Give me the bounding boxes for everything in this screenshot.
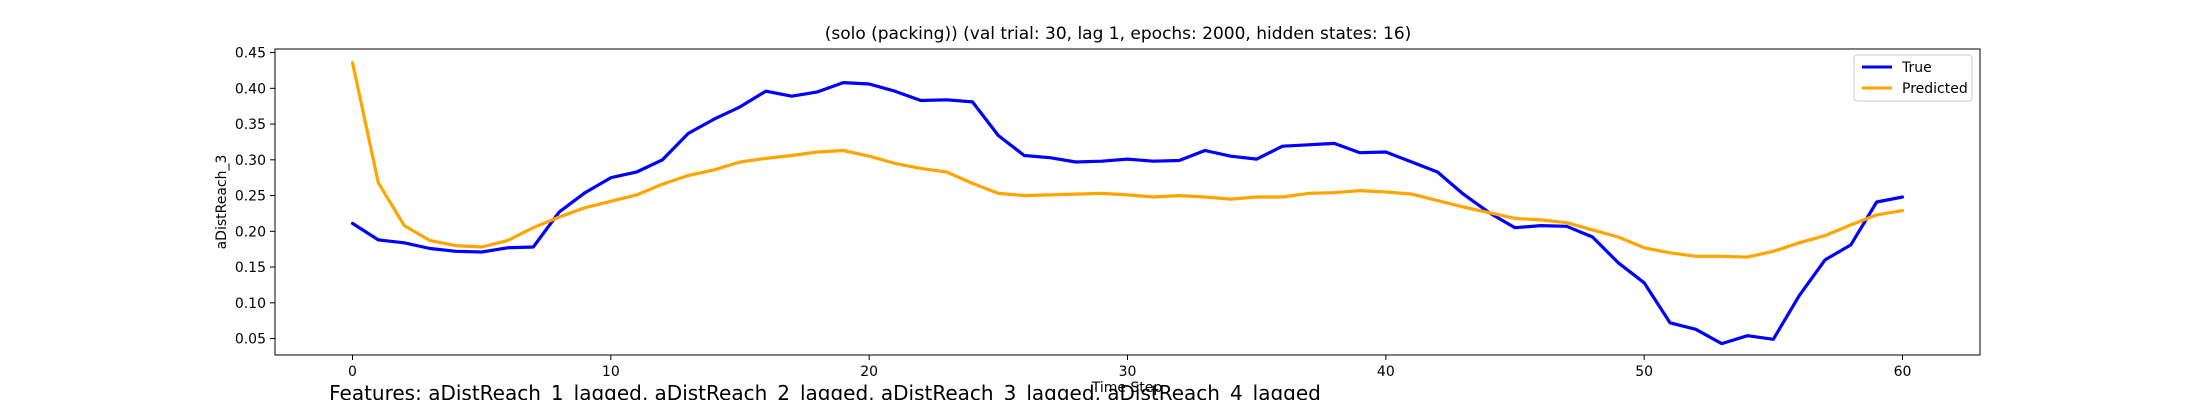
y-tick-label: 0.15	[235, 260, 266, 276]
features-caption: Features: aDistReach_1_lagged, aDistReac…	[329, 381, 1321, 400]
y-axis: 0.05 0.10 0.15 0.20 0.25 0.30 0.35 0.40 0.45	[235, 46, 275, 348]
y-tick-label: 0.10	[235, 296, 266, 312]
x-axis-label: Time Step	[1091, 380, 1163, 396]
series-line-predicted	[350, 60, 1905, 259]
legend: True Predicted	[1853, 54, 1973, 102]
y-axis-label: aDistReach_3	[214, 155, 230, 250]
y-tick-label: 0.25	[235, 189, 266, 205]
x-tick-label: 40	[1377, 364, 1395, 380]
y-tick-label: 0.05	[235, 332, 266, 348]
y-tick-label: 0.20	[235, 224, 266, 240]
legend-label-true: True	[1901, 60, 1932, 76]
legend-label-predicted: Predicted	[1902, 81, 1968, 97]
y-tick-label: 0.40	[235, 81, 266, 97]
x-axis: 0 10 20 30 40 50 60	[348, 355, 1911, 380]
x-tick-label: 30	[1119, 364, 1137, 380]
x-tick-label: 50	[1635, 364, 1653, 380]
y-tick-label: 0.30	[235, 153, 266, 169]
chart-title: (solo (packing)) (val trial: 30, lag 1, …	[825, 24, 1412, 44]
x-tick-label: 60	[1894, 364, 1912, 380]
x-tick-label: 20	[860, 364, 878, 380]
y-tick-label: 0.35	[235, 117, 266, 133]
plot-frame	[274, 48, 1981, 356]
y-tick-label: 0.45	[235, 46, 266, 62]
x-tick-label: 10	[602, 364, 620, 380]
x-tick-label: 0	[348, 364, 357, 380]
series-line-true	[350, 80, 1905, 346]
series-lines	[350, 60, 1905, 346]
